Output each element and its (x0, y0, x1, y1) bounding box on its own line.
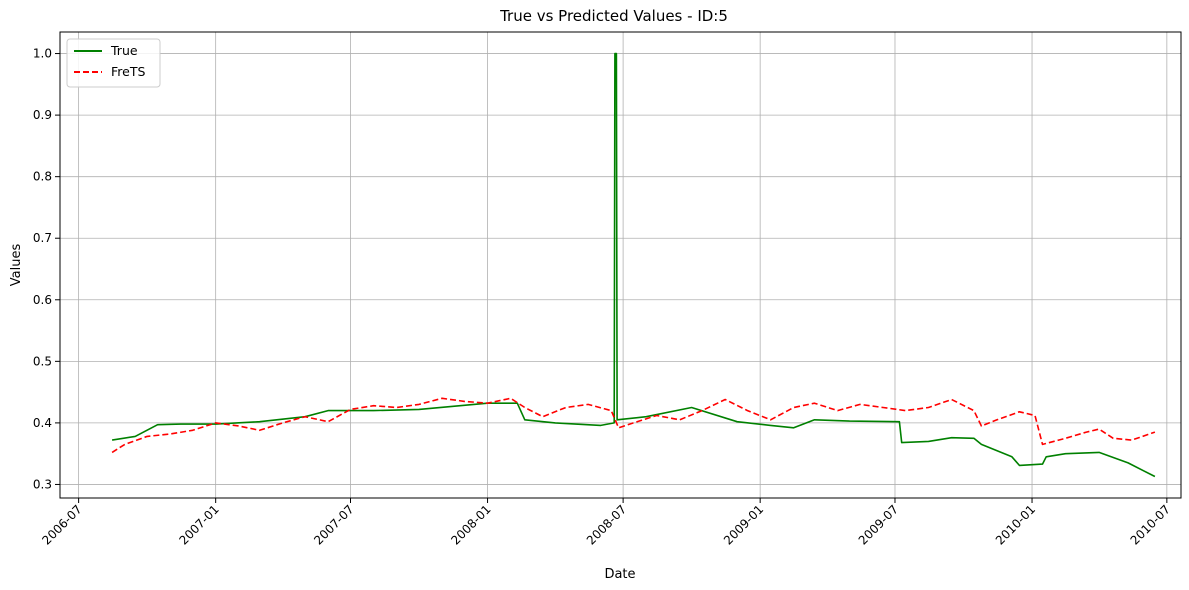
series-line-frets (111, 397, 1156, 454)
legend-label-frets: FreTS (111, 64, 145, 79)
y-tick-label: 1.0 (33, 47, 52, 61)
legend: True FreTS (66, 38, 161, 88)
x-axis-label: Date (604, 567, 635, 582)
plot-frame (59, 31, 1182, 499)
y-axis: 0.3 0.4 0.5 0.6 0.7 0.8 0.9 1.0 (33, 47, 60, 491)
legend-label-true: True (110, 43, 138, 58)
y-tick-label: 0.5 (33, 354, 52, 368)
y-tick-label: 0.8 (33, 170, 52, 184)
y-tick-label: 0.9 (33, 108, 52, 122)
y-tick-label: 0.7 (33, 231, 52, 245)
y-axis-label: Values (9, 244, 24, 287)
chart-title: True vs Predicted Values - ID:5 (499, 7, 728, 25)
series-layer (111, 52, 1156, 478)
y-tick-label: 0.3 (33, 477, 52, 491)
y-tick-label: 0.6 (33, 293, 52, 307)
y-tick-label: 0.4 (33, 416, 52, 430)
series-line-true (111, 52, 1156, 478)
